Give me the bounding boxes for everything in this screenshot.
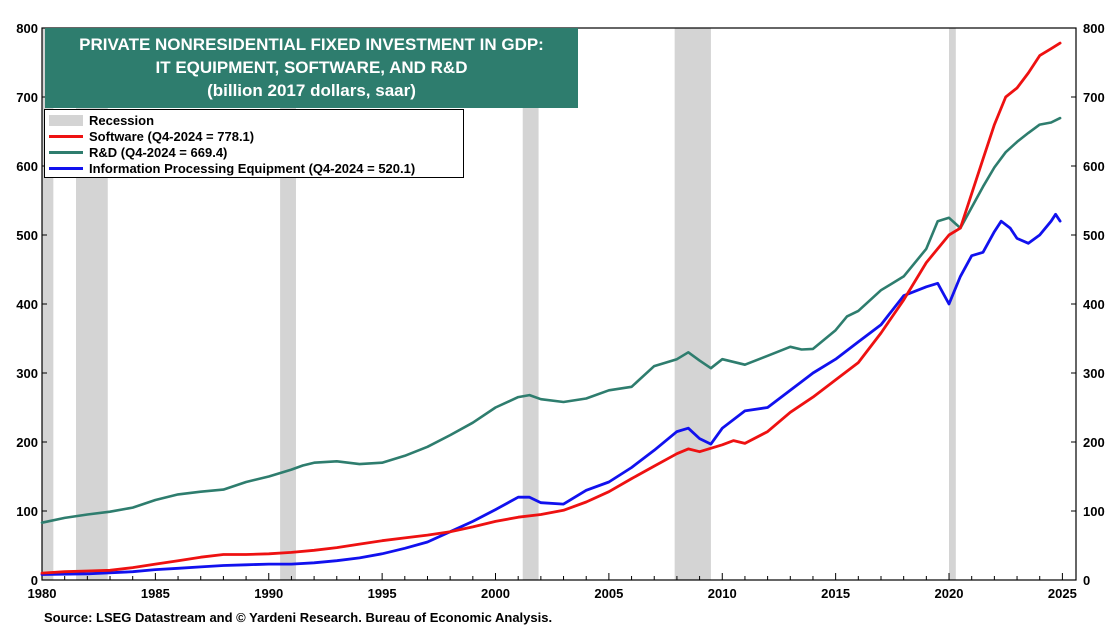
y-tick-label-right: 700: [1083, 90, 1105, 105]
chart-title-line-3: (billion 2017 dollars, saar): [207, 81, 416, 100]
x-tick-label: 2005: [594, 586, 623, 601]
x-tick-label: 1995: [368, 586, 397, 601]
legend-item-recession: Recession: [49, 112, 463, 128]
chart-title-box: PRIVATE NONRESIDENTIAL FIXED INVESTMENT …: [45, 28, 578, 108]
recession-bands: [42, 28, 956, 580]
rd-series-line: [40, 116, 1062, 524]
recession-band: [949, 28, 956, 580]
source-note: Source: LSEG Datastream and © Yardeni Re…: [44, 610, 553, 625]
chart-title-line-2: IT EQUIPMENT, SOFTWARE, AND R&D: [155, 58, 468, 77]
x-tick-label: 2000: [481, 586, 510, 601]
legend-label-rd: R&D (Q4-2024 = 669.4): [89, 144, 228, 160]
y-tick-label-left: 100: [16, 504, 38, 519]
axis-ticks: 0 0 100 100 200 200 300 300 400 400 500 500 600 600 70…: [16, 21, 1104, 601]
recession-band: [674, 28, 711, 580]
y-tick-label-right: 600: [1083, 159, 1105, 174]
legend-item-software: Software (Q4-2024 = 778.1): [49, 128, 463, 144]
legend-label-recession: Recession: [89, 112, 155, 128]
recession-band: [42, 28, 54, 580]
y-tick-label-left: 0: [31, 573, 38, 588]
software-series-line: [40, 41, 1062, 575]
y-tick-label-left: 800: [16, 21, 38, 36]
equipment-series-line: [40, 212, 1062, 576]
y-tick-label-right: 200: [1083, 435, 1105, 450]
x-tick-label: 2015: [821, 586, 850, 601]
x-tick-label: 1985: [141, 586, 170, 601]
recession-swatch: [49, 114, 83, 126]
chart-legend: Recession Software (Q4-2024 = 778.1) R&D…: [44, 109, 464, 178]
y-tick-label-left: 200: [16, 435, 38, 450]
x-tick-label: 2020: [935, 586, 964, 601]
y-tick-label-right: 300: [1083, 366, 1105, 381]
chart-title-line-1: PRIVATE NONRESIDENTIAL FIXED INVESTMENT …: [79, 35, 544, 54]
equipment-swatch: [49, 166, 83, 170]
y-tick-label-right: 500: [1083, 228, 1105, 243]
legend-item-equipment: Information Processing Equipment (Q4-202…: [49, 160, 463, 176]
legend-label-software: Software (Q4-2024 = 778.1): [89, 128, 255, 144]
x-tick-label: 1980: [28, 586, 57, 601]
legend-label-equipment: Information Processing Equipment (Q4-202…: [89, 160, 416, 176]
rd-swatch: [49, 150, 83, 154]
x-tick-label: 1990: [254, 586, 283, 601]
y-tick-label-left: 700: [16, 90, 38, 105]
series-lines: [40, 41, 1062, 576]
x-tick-label: 2025: [1048, 586, 1077, 601]
recession-band: [522, 28, 539, 580]
x-tick-label: 2010: [708, 586, 737, 601]
y-tick-label-left: 300: [16, 366, 38, 381]
y-tick-label-left: 600: [16, 159, 38, 174]
y-tick-label-right: 400: [1083, 297, 1105, 312]
y-tick-label-left: 500: [16, 228, 38, 243]
y-tick-label-right: 800: [1083, 21, 1105, 36]
y-tick-label-right: 100: [1083, 504, 1105, 519]
software-swatch: [49, 134, 83, 138]
legend-item-rd: R&D (Q4-2024 = 669.4): [49, 144, 463, 160]
y-tick-label-right: 0: [1083, 573, 1090, 588]
y-tick-label-left: 400: [16, 297, 38, 312]
